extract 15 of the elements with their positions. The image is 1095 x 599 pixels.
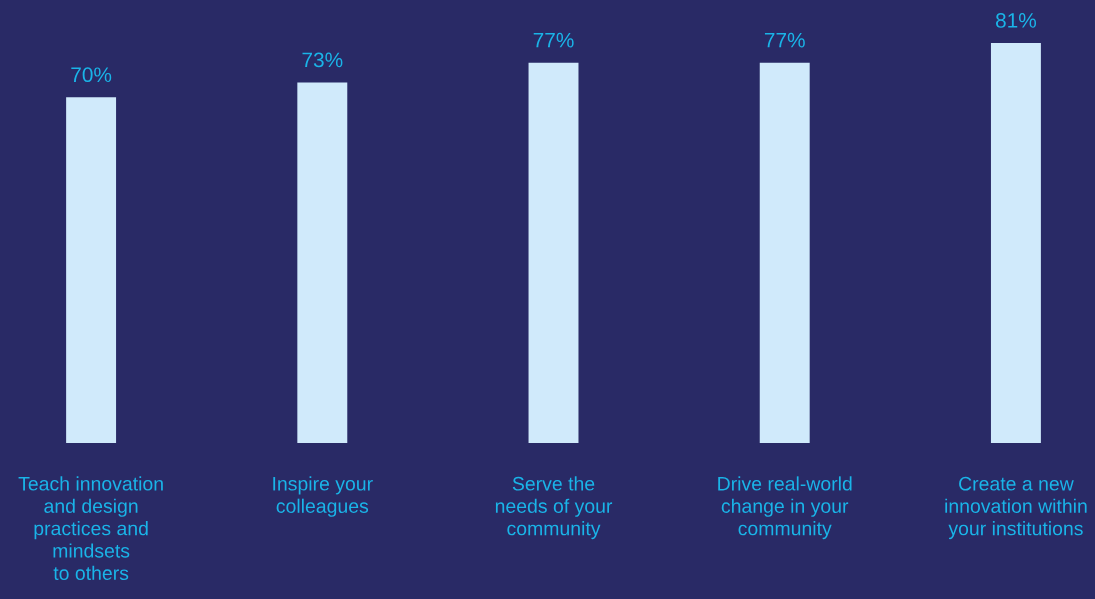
x-tick-label: Create a new innovation within your institutions <box>945 476 1087 540</box>
bar <box>66 97 117 443</box>
bar <box>759 62 810 443</box>
bar <box>990 43 1041 443</box>
x-tick-label: Teach innovation and design practices and mindsets to others <box>18 476 163 581</box>
data-label: 81% <box>995 13 1037 28</box>
x-tick-label: Drive real-world change in your community <box>718 476 852 540</box>
data-label: 73% <box>302 52 343 68</box>
data-label: 77% <box>533 32 574 48</box>
x-tick-label: Inspire your colleagues <box>273 476 373 517</box>
data-label: 70% <box>71 67 112 83</box>
x-tick-label: Serve the needs of your community <box>495 476 613 540</box>
bar <box>528 62 579 443</box>
bar <box>297 82 348 443</box>
data-label: 77% <box>764 32 805 48</box>
